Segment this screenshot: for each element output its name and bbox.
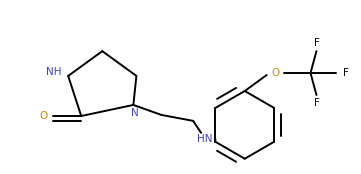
Text: F: F bbox=[314, 98, 319, 108]
Text: O: O bbox=[39, 111, 48, 121]
Text: O: O bbox=[271, 68, 280, 78]
Text: N: N bbox=[131, 108, 139, 118]
Text: F: F bbox=[343, 68, 349, 78]
Text: NH: NH bbox=[47, 67, 62, 77]
Text: HN: HN bbox=[197, 134, 213, 144]
Text: F: F bbox=[314, 38, 319, 48]
